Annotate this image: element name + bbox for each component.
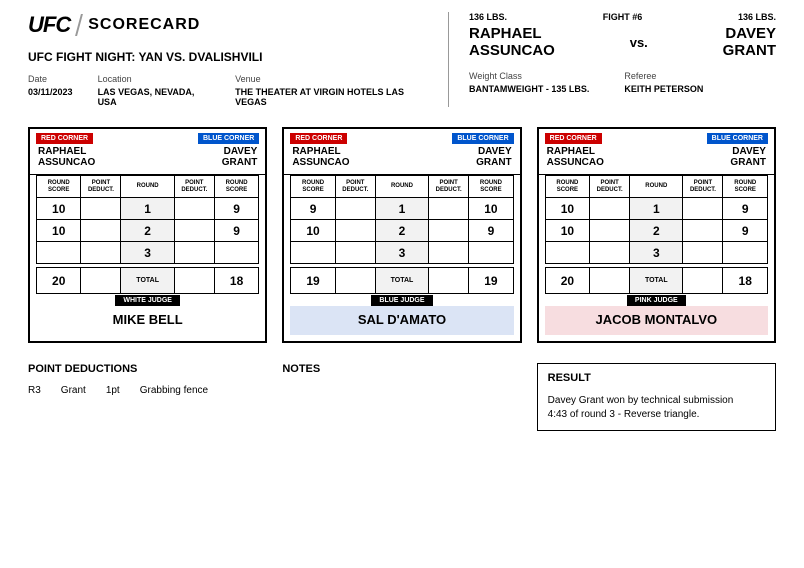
blue-corner-badge: BLUE CORNER [452, 133, 513, 144]
date-label: Date [28, 74, 73, 84]
venue-value: THE THEATER AT VIRGIN HOTELS LAS VEGAS [235, 87, 428, 107]
deductions-title: POINT DEDUCTIONS [28, 363, 267, 375]
deductions-section: POINT DEDUCTIONS R3 Grant 1pt Grabbing f… [28, 363, 267, 431]
weightclass-value: BANTAMWEIGHT - 135 LBS. [469, 84, 589, 94]
judge-name: JACOB MONTALVO [545, 306, 768, 335]
judge-name: MIKE BELL [36, 306, 259, 335]
scorecard: RED CORNER BLUE CORNER RAPHAELASSUNCAO D… [282, 127, 521, 343]
date-value: 03/11/2023 [28, 87, 73, 97]
deduction-round: R3 [28, 385, 41, 396]
referee-label: Referee [624, 71, 703, 81]
red-corner-badge: RED CORNER [545, 133, 602, 144]
score-table: ROUND SCOREPOINT DEDUCT.ROUNDPOINT DEDUC… [545, 175, 768, 294]
card-fighter-blue: DAVEYGRANT [730, 146, 766, 168]
card-fighter-red: RAPHAELASSUNCAO [547, 146, 604, 168]
card-fighter-red: RAPHAELASSUNCAO [38, 146, 95, 168]
weightclass-label: Weight Class [469, 71, 589, 81]
fight-number: FIGHT #6 [603, 12, 643, 22]
result-line2: 4:43 of round 3 - Reverse triangle. [548, 408, 765, 422]
notes-section: NOTES [282, 363, 521, 431]
scorecards-row: RED CORNER BLUE CORNER RAPHAELASSUNCAO D… [28, 127, 776, 343]
result-line1: Davey Grant won by technical submission [548, 394, 765, 408]
card-fighter-blue: DAVEYGRANT [222, 146, 258, 168]
venue-label: Venue [235, 74, 428, 84]
score-table: ROUND SCOREPOINT DEDUCT.ROUNDPOINT DEDUC… [290, 175, 513, 294]
weight-blue: 136 LBS. [738, 12, 776, 22]
blue-corner-badge: BLUE CORNER [707, 133, 768, 144]
red-corner-badge: RED CORNER [290, 133, 347, 144]
card-fighter-red: RAPHAELASSUNCAO [292, 146, 349, 168]
weight-red: 136 LBS. [469, 12, 507, 22]
event-name: UFC FIGHT NIGHT: YAN VS. DVALISHVILI [28, 50, 428, 64]
fighter-blue: DAVEY GRANT [723, 26, 776, 59]
score-table: ROUND SCOREPOINT DEDUCT.ROUNDPOINT DEDUC… [36, 175, 259, 294]
fighter-red: RAPHAEL ASSUNCAO [469, 26, 555, 59]
page-title: SCORECARD [88, 16, 200, 34]
location-value: LAS VEGAS, NEVADA, USA [98, 87, 211, 107]
judge-type-badge: BLUE JUDGE [371, 295, 432, 306]
divider [75, 14, 83, 36]
location-label: Location [98, 74, 211, 84]
result-section: RESULT Davey Grant won by technical subm… [537, 363, 776, 431]
ufc-logo: UFC [28, 12, 70, 38]
header: UFC SCORECARD UFC FIGHT NIGHT: YAN VS. D… [28, 12, 776, 107]
judge-type-badge: PINK JUDGE [627, 295, 686, 306]
deduction-reason: Grabbing fence [140, 385, 208, 396]
judge-name: SAL D'AMATO [290, 306, 513, 335]
card-fighter-blue: DAVEYGRANT [476, 146, 512, 168]
blue-corner-badge: BLUE CORNER [198, 133, 259, 144]
scorecard: RED CORNER BLUE CORNER RAPHAELASSUNCAO D… [537, 127, 776, 343]
referee-value: KEITH PETERSON [624, 84, 703, 94]
vs-text: vs. [630, 35, 648, 50]
scorecard: RED CORNER BLUE CORNER RAPHAELASSUNCAO D… [28, 127, 267, 343]
deduction-points: 1pt [106, 385, 120, 396]
result-title: RESULT [548, 372, 765, 384]
judge-type-badge: WHITE JUDGE [115, 295, 180, 306]
red-corner-badge: RED CORNER [36, 133, 93, 144]
notes-title: NOTES [282, 363, 521, 375]
deduction-fighter: Grant [61, 385, 86, 396]
